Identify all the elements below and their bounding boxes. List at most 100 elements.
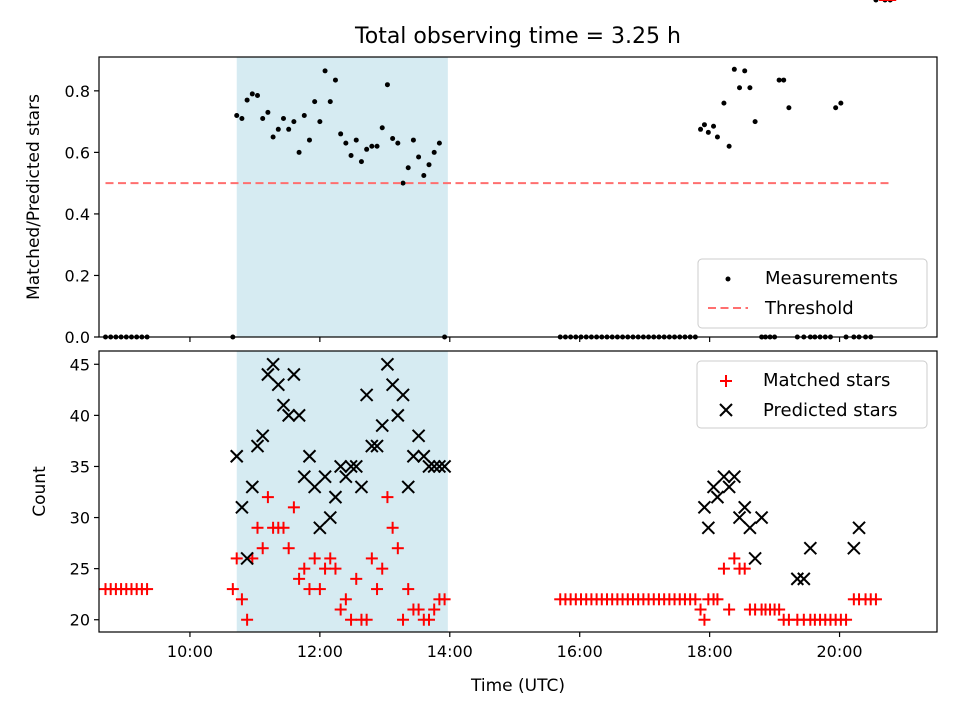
- legend-marker-measurements: [725, 276, 731, 282]
- matched-stars-point: [840, 613, 853, 626]
- y-tick-label: 30: [70, 509, 90, 528]
- measurement-point: [698, 126, 704, 132]
- predicted-stars-point: [717, 469, 731, 484]
- measurement-point: [721, 100, 727, 106]
- y-tick-label: 0.4: [65, 205, 90, 224]
- predicted-stars-point: [359, 388, 374, 402]
- measurement-point: [312, 99, 318, 105]
- measurement-point: [296, 149, 302, 155]
- measurement-point: [332, 77, 338, 83]
- matched-stars-point: [293, 572, 306, 585]
- legend-label-measurements: Measurements: [765, 268, 898, 289]
- predicted-stars-point: [266, 357, 280, 371]
- matched-stars-point: [381, 491, 394, 504]
- matched-stars-point: [350, 572, 363, 585]
- predicted-stars-point: [302, 449, 317, 463]
- predicted-stars-point: [396, 388, 410, 402]
- predicted-stars-point: [271, 378, 286, 392]
- matched-stars-point: [869, 593, 882, 606]
- measurement-point: [737, 85, 743, 91]
- x-tick-label: 10:00: [167, 642, 213, 661]
- bottom-panel: 20 25 30 35 40 45 10:00 12:00 14:00 16:00 18:00 20…: [30, 0, 938, 696]
- matched-stars-point: [397, 613, 410, 626]
- predicted-stars-point: [727, 469, 742, 484]
- measurement-point: [234, 112, 240, 118]
- measurement-point: [322, 68, 328, 74]
- legend-marker-matched: [720, 375, 732, 387]
- matched-stars-point: [728, 552, 741, 565]
- predicted-stars-point: [281, 408, 296, 423]
- matched-stars-point: [230, 552, 243, 565]
- y-tick-label: 0.2: [65, 266, 90, 285]
- highlight-span: [236, 57, 448, 337]
- x-tick-label: 12:00: [297, 642, 343, 661]
- measurement-point: [343, 140, 349, 146]
- predicted-stars-point: [333, 459, 348, 474]
- predicted-stars-point: [852, 521, 866, 535]
- measurement-point: [421, 172, 427, 178]
- predicted-stars-point: [391, 408, 405, 423]
- matched-stars-point: [694, 603, 707, 616]
- measurement-point: [410, 137, 416, 143]
- predicted-stars-point: [790, 572, 805, 586]
- measurement-point: [374, 143, 380, 149]
- measurement-point: [255, 92, 261, 98]
- measurement-point: [265, 109, 271, 115]
- matched-stars-point: [365, 552, 378, 565]
- bottom-panel-x-ticks: 10:00 12:00 14:00 16:00 18:00 20:00: [167, 632, 863, 661]
- predicted-stars-point: [754, 510, 769, 525]
- legend-label-predicted: Predicted stars: [763, 400, 897, 421]
- predicted-stars-point: [235, 500, 249, 515]
- predicted-stars-point: [313, 521, 327, 535]
- matched-stars-point: [428, 603, 441, 616]
- measurement-point: [244, 97, 250, 103]
- predicted-stars-point: [411, 429, 426, 443]
- x-tick-label: 14:00: [427, 642, 473, 661]
- bottom-panel-frame: [98, 350, 938, 633]
- matched-stars-point: [282, 542, 295, 555]
- predicted-stars-point: [255, 429, 270, 443]
- predicted-stars-point: [380, 357, 395, 371]
- matched-stars-point: [324, 552, 337, 565]
- measurement-point: [833, 105, 839, 111]
- measurement-point: [731, 66, 737, 72]
- predicted-stars-point: [732, 510, 747, 525]
- measurement-point: [701, 122, 707, 128]
- top-panel-x-ticks: [189, 337, 841, 342]
- matched-stars-point: [773, 603, 786, 616]
- predicted-stars-point: [292, 408, 306, 423]
- predicted-stars-point: [230, 449, 244, 463]
- bottom-panel-y-label: Count: [30, 466, 50, 517]
- measurement-point: [338, 131, 344, 137]
- matched-stars-point: [261, 491, 274, 504]
- predicted-stars-point: [385, 378, 400, 392]
- matched-stars-point: [313, 583, 326, 596]
- predicted-stars-point: [722, 480, 736, 494]
- measurement-point: [239, 116, 245, 122]
- legend-label-threshold: Threshold: [764, 298, 854, 319]
- matched-stars-point: [141, 583, 154, 596]
- measurement-point: [416, 154, 422, 160]
- predicted-stars-point: [250, 439, 265, 453]
- legend-box: [697, 258, 928, 329]
- measurement-point: [327, 99, 333, 105]
- measurement-point: [286, 126, 292, 132]
- x-tick-label: 16:00: [557, 642, 603, 661]
- measurement-point: [369, 143, 375, 149]
- measurement-point: [873, 0, 879, 3]
- x-tick-label: 18:00: [687, 642, 733, 661]
- predicted-stars-series: [230, 357, 866, 586]
- y-tick-label: 25: [70, 560, 90, 579]
- measurement-point: [270, 134, 276, 140]
- measurement-point: [348, 152, 354, 158]
- predicted-stars-point: [261, 367, 275, 382]
- predicted-stars-point: [432, 459, 447, 474]
- matched-stars-point: [303, 583, 316, 596]
- predicted-stars-point: [287, 367, 301, 382]
- measurement-point: [705, 129, 711, 135]
- y-tick-label: 0.8: [65, 82, 90, 101]
- measurement-point: [379, 125, 385, 131]
- predicted-stars-point: [422, 459, 436, 474]
- predicted-stars-point: [803, 541, 818, 555]
